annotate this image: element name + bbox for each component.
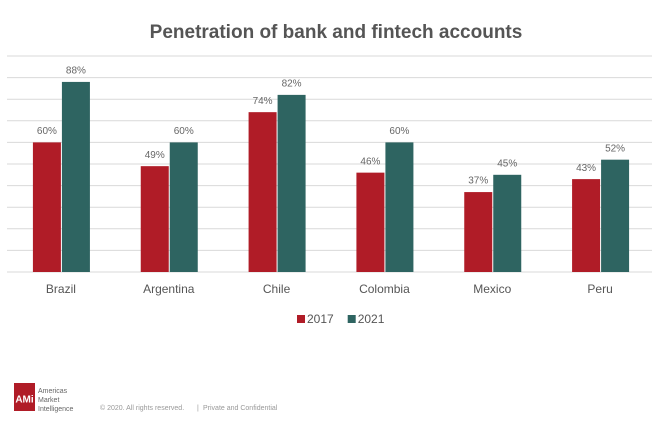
bar — [61, 81, 90, 272]
bar — [356, 172, 385, 272]
bar — [32, 142, 61, 272]
legend-label: 2021 — [358, 312, 385, 326]
legend-swatch — [297, 315, 305, 323]
bar — [493, 174, 522, 272]
logo-box — [14, 383, 35, 411]
confidential: Private and Confidential — [203, 405, 278, 412]
bar — [140, 166, 169, 272]
value-label: 43% — [576, 163, 596, 174]
bar — [464, 192, 493, 272]
value-label: 88% — [66, 66, 86, 77]
x-tick-label: Brazil — [46, 282, 76, 296]
value-label: 46% — [360, 156, 380, 167]
legend-label: 2017 — [307, 312, 334, 326]
legend-swatch — [347, 315, 356, 323]
chart-title: Penetration of bank and fintech accounts — [150, 22, 523, 43]
value-label: 60% — [37, 126, 57, 137]
x-tick-label: Argentina — [143, 282, 195, 296]
value-label: 82% — [282, 79, 302, 90]
company-line: Americas — [38, 388, 68, 395]
bar — [572, 179, 601, 272]
company-line: Market — [38, 397, 59, 404]
x-tick-label: Mexico — [473, 282, 511, 296]
x-tick-label: Colombia — [359, 282, 410, 296]
x-tick-label: Chile — [263, 282, 291, 296]
logo-text: AMi — [15, 395, 34, 406]
copyright: © 2020. All rights reserved. — [100, 404, 184, 412]
separator: | — [197, 405, 199, 412]
x-tick-label: Peru — [587, 282, 612, 296]
footer: AMi Americas Market Intelligence © 2020.… — [14, 383, 278, 413]
value-label: 60% — [389, 126, 409, 137]
bar — [248, 112, 277, 272]
bar — [169, 142, 198, 272]
bar — [385, 142, 414, 272]
value-label: 52% — [605, 143, 625, 154]
value-label: 37% — [468, 176, 488, 187]
company-line: Intelligence — [38, 406, 74, 413]
value-label: 45% — [497, 158, 517, 169]
value-label: 49% — [145, 150, 165, 161]
value-label: 60% — [174, 126, 194, 137]
value-label: 74% — [253, 96, 273, 107]
bar — [277, 94, 306, 272]
bar — [601, 159, 630, 272]
